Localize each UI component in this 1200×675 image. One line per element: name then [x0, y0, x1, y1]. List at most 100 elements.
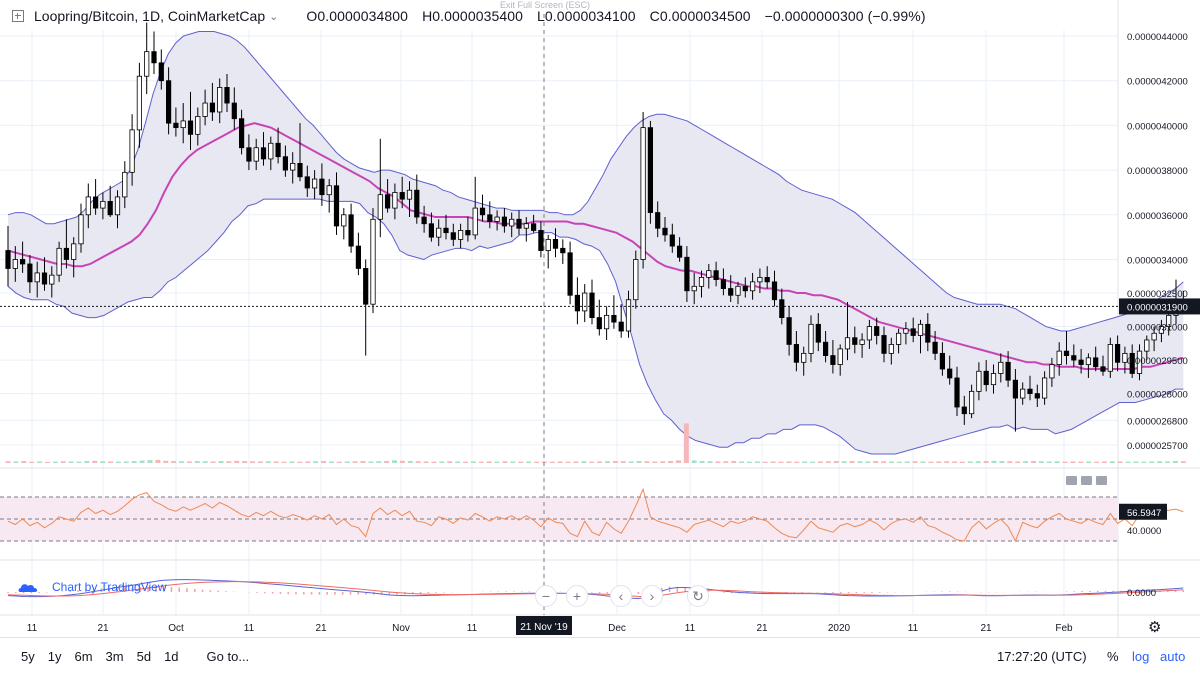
- candle-body: [742, 285, 748, 292]
- candle-body: [823, 341, 829, 357]
- volume-bar: [731, 461, 737, 463]
- volume-bar: [313, 461, 319, 463]
- candle-body: [114, 196, 121, 216]
- volume-bar: [163, 460, 169, 463]
- price-axis-label: 0.0000028000: [1127, 390, 1188, 401]
- goto-date-button[interactable]: Go to...: [206, 649, 250, 664]
- volume-bar: [691, 460, 697, 463]
- current-price-label: 0.0000031900: [1127, 302, 1188, 313]
- candle-body: [1158, 326, 1164, 334]
- range-5y-button[interactable]: 5y: [21, 649, 35, 664]
- volume-bar: [904, 461, 910, 463]
- volume-bar: [44, 461, 50, 463]
- candle-body: [538, 230, 544, 251]
- candle-body: [238, 118, 245, 149]
- volume-bar: [68, 461, 74, 463]
- zoom-out-button[interactable]: −: [535, 585, 557, 607]
- pane-maximize-icon[interactable]: [1066, 476, 1077, 485]
- volume-bar: [825, 461, 831, 463]
- volume-bar: [778, 461, 784, 463]
- time-axis-label: 21: [980, 623, 992, 634]
- time-axis-label: 21: [756, 623, 768, 634]
- volume-bar: [652, 461, 658, 463]
- range-1d-button[interactable]: 1d: [164, 649, 179, 664]
- volume-bar: [510, 461, 516, 463]
- candle-body: [1063, 350, 1070, 357]
- candle-body: [93, 196, 99, 209]
- time-axis-label: Dec: [608, 623, 626, 634]
- candle-body: [370, 218, 376, 305]
- candle-body: [457, 230, 464, 240]
- time-axis-label: 11: [244, 623, 255, 634]
- gear-icon[interactable]: ⚙: [1148, 619, 1162, 636]
- price-axis-label: 0.0000034000: [1127, 256, 1188, 267]
- log-scale-toggle[interactable]: log: [1132, 649, 1150, 664]
- volume-bar: [644, 461, 650, 463]
- range-3m-button[interactable]: 3m: [105, 649, 124, 664]
- price-axis-label: 0.0000036000: [1127, 211, 1188, 222]
- candle-body: [56, 247, 62, 276]
- scroll-left-button[interactable]: ‹: [610, 585, 632, 607]
- symbol-title[interactable]: Loopring/Bitcoin, 1D, CoinMarketCap: [34, 8, 266, 24]
- candle-body: [487, 214, 493, 222]
- candle-body: [939, 352, 946, 370]
- volume-bar: [668, 461, 674, 463]
- candle-body: [341, 214, 347, 227]
- volume-bar: [1109, 461, 1115, 463]
- auto-scale-toggle[interactable]: auto: [1160, 649, 1186, 664]
- candle-body: [41, 272, 48, 285]
- macd-axis-label: 0.0000: [1127, 588, 1156, 599]
- candlestick-series: [5, 22, 1186, 432]
- time-axis-label: 11: [685, 623, 696, 634]
- candle-body: [450, 232, 456, 240]
- reset-chart-button[interactable]: ↻: [687, 585, 709, 607]
- utc-clock[interactable]: 17:27:20 (UTC): [997, 649, 1087, 664]
- range-1y-button[interactable]: 1y: [47, 649, 62, 664]
- volume-bar: [794, 461, 800, 463]
- zoom-in-button[interactable]: +: [566, 585, 588, 607]
- candle-body: [589, 292, 595, 319]
- range-5d-button[interactable]: 5d: [136, 649, 152, 664]
- volume-bar: [857, 461, 863, 463]
- volume-bar: [502, 461, 508, 463]
- candle-body: [969, 390, 975, 415]
- volume-bar: [1023, 461, 1029, 463]
- volume-bar: [565, 461, 571, 463]
- candle-body: [63, 247, 69, 260]
- candle-body: [691, 285, 697, 292]
- time-axis-label: 11: [908, 623, 919, 634]
- pane-minimize-icon[interactable]: [1081, 476, 1092, 485]
- candle-body: [1020, 388, 1026, 399]
- time-axis-label: 11: [27, 623, 38, 634]
- candle-body: [720, 279, 727, 289]
- volume-bar: [707, 461, 713, 463]
- candle-body: [706, 270, 712, 278]
- volume-bar: [179, 461, 185, 463]
- pane-close-icon[interactable]: [1096, 476, 1107, 485]
- candle-body: [896, 332, 902, 345]
- percent-scale-toggle[interactable]: %: [1107, 649, 1119, 664]
- tradingview-watermark[interactable]: Chart by TradingView: [18, 580, 167, 594]
- volume-bar: [431, 461, 437, 463]
- volume-bar: [171, 461, 177, 463]
- symbol-square-icon[interactable]: [12, 10, 24, 22]
- chart-axes: 0.0000044000 0.0000042000 0.0000040000 0.00…: [0, 32, 1200, 634]
- volume-bar: [29, 461, 35, 463]
- candle-body: [180, 120, 186, 129]
- candle-body: [793, 344, 800, 363]
- price-axis-label: 0.0000044000: [1127, 32, 1188, 43]
- range-6m-button[interactable]: 6m: [74, 649, 93, 664]
- volume-bar: [455, 461, 461, 463]
- volume-bar: [928, 461, 934, 463]
- volume-bar: [912, 461, 918, 463]
- scroll-right-button[interactable]: ›: [641, 585, 663, 607]
- chevron-down-icon[interactable]: ⌄: [269, 10, 279, 23]
- candle-body: [282, 156, 289, 171]
- volume-bar: [407, 461, 413, 463]
- bollinger-basis-line: [7, 122, 1184, 371]
- volume-bar: [1078, 461, 1084, 463]
- exit-fullscreen-hint[interactable]: Exit Full Screen (ESC): [499, 0, 591, 10]
- candle-body: [1144, 339, 1150, 352]
